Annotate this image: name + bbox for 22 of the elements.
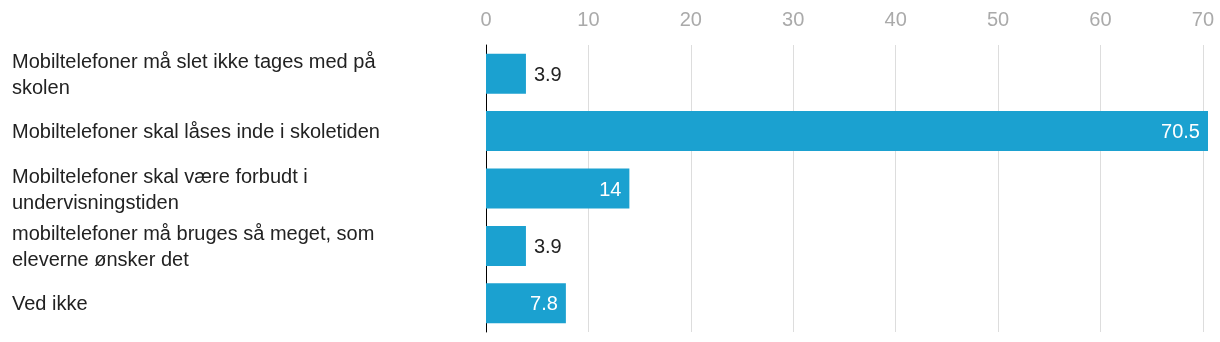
bar <box>486 168 630 209</box>
x-tick-label: 50 <box>986 8 1010 30</box>
data-label: 3.9 <box>533 62 562 85</box>
bar <box>486 53 526 94</box>
y-tick-label: Mobiltelefoner må slet ikke tages med på skolen <box>12 49 382 98</box>
y-tick-label: Mobiltelefoner skal låses inde i skoletiden <box>12 120 380 143</box>
x-tick-label: 0 <box>480 8 492 30</box>
bar <box>486 225 526 266</box>
data-label: 7.8 <box>530 292 558 315</box>
data-label: 14 <box>599 177 622 200</box>
x-tick-label: 70 <box>1191 8 1214 30</box>
x-tick-label: 40 <box>884 8 907 30</box>
y-tick-label: mobiltelefoner må bruges så meget, som eleverne ønsker det <box>12 221 380 270</box>
data-label: 3.9 <box>533 234 562 257</box>
x-tick-label: 10 <box>577 8 600 30</box>
y-tick-label: Ved ikke <box>12 292 88 315</box>
bar <box>486 283 566 324</box>
data-label: 70.5 <box>1161 120 1200 143</box>
x-tick-label: 30 <box>782 8 805 30</box>
x-tick-label: 20 <box>679 8 702 30</box>
x-tick-label: 60 <box>1089 8 1112 30</box>
bar <box>486 111 1208 152</box>
